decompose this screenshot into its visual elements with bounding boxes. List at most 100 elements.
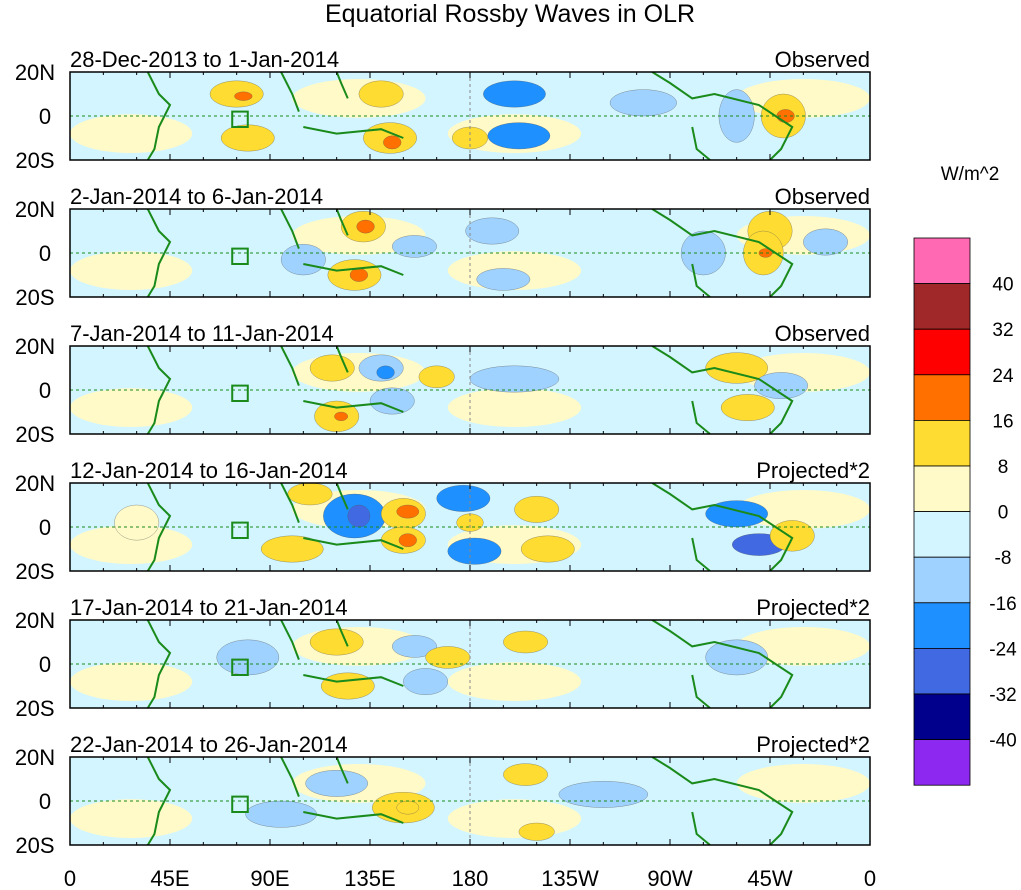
- y-tick-label: 20N: [15, 197, 55, 222]
- anomaly-contour: [487, 122, 551, 150]
- positive-anomaly-band: [70, 799, 193, 838]
- coastline: [146, 620, 172, 708]
- coastline: [651, 757, 794, 845]
- map-panel: 12-Jan-2014 to 16-Jan-2014 Projected*2 20N…: [15, 458, 871, 584]
- y-tick-label: 20S: [15, 559, 54, 584]
- anomaly-contour: [803, 228, 848, 256]
- anomaly-contour: [398, 533, 417, 547]
- colorbar-swatch: [913, 237, 971, 284]
- positive-anomaly-band: [292, 79, 426, 118]
- positive-anomaly-band: [447, 662, 582, 701]
- x-tick-label: 45E: [150, 866, 189, 890]
- anomaly-contour: [396, 504, 420, 519]
- coastline: [146, 209, 172, 297]
- colorbar-swatch: [913, 419, 971, 467]
- y-tick-label: 20S: [15, 696, 54, 721]
- anomaly-contour: [436, 485, 491, 512]
- panel-date-range: 12-Jan-2014 to 16-Jan-2014: [70, 458, 348, 483]
- anomaly-contour: [369, 387, 415, 415]
- anomaly-contour: [514, 496, 560, 523]
- x-tick-label: 0: [864, 866, 876, 890]
- anomaly-contour: [558, 781, 648, 808]
- y-tick-label: 20S: [15, 285, 54, 310]
- positive-anomaly-band: [70, 251, 193, 290]
- map-panel: 17-Jan-2014 to 21-Jan-2014 Projected*2 20N…: [15, 595, 871, 721]
- coastline: [335, 620, 349, 647]
- panel-date-range: 22-Jan-2014 to 26-Jan-2014: [70, 732, 348, 757]
- coastline: [335, 346, 349, 373]
- coastline: [691, 263, 711, 297]
- anomaly-contour: [305, 770, 368, 797]
- colorbar-swatch: [913, 602, 971, 649]
- coastline: [691, 537, 711, 571]
- x-tick-label: 135W: [541, 866, 599, 890]
- y-tick-label: 20N: [15, 471, 55, 496]
- y-tick-label: 0: [39, 652, 51, 677]
- anomaly-contour: [396, 800, 420, 815]
- y-tick-label: 20S: [15, 422, 54, 447]
- colorbar-swatch: [913, 693, 971, 740]
- coastline: [303, 537, 404, 550]
- anomaly-contour: [356, 219, 375, 234]
- anomaly-contour: [392, 635, 437, 658]
- region-box: [231, 247, 249, 266]
- coastline: [691, 811, 711, 845]
- positive-anomaly-band: [70, 662, 193, 701]
- coastline: [280, 757, 300, 797]
- x-tick-label: 90E: [250, 866, 289, 890]
- colorbar-swatch: [913, 328, 971, 376]
- y-tick-label: 20S: [15, 148, 54, 173]
- region-box: [231, 658, 249, 676]
- colorbar-label: -16: [989, 594, 1016, 615]
- region-box: [231, 110, 249, 128]
- anomaly-contour: [309, 354, 355, 382]
- anomaly-contour: [287, 483, 333, 506]
- colorbar-label: 8: [998, 457, 1009, 478]
- colorbar-swatch: [913, 556, 971, 604]
- anomaly-contour: [220, 124, 275, 152]
- anomaly-contour: [609, 89, 677, 117]
- coastline: [146, 72, 172, 160]
- colorbar-swatch: [913, 739, 971, 786]
- y-tick-label: 0: [39, 104, 51, 129]
- anomaly-contour: [347, 504, 371, 528]
- x-tick-label: 45W: [747, 866, 792, 890]
- coastline: [146, 483, 172, 571]
- coastline: [335, 483, 349, 510]
- coastline: [280, 209, 300, 249]
- region-box: [231, 795, 249, 813]
- coastline: [651, 346, 794, 434]
- colorbar-swatch: [913, 283, 971, 330]
- panel-type: Projected*2: [756, 732, 870, 757]
- anomaly-contour: [320, 672, 375, 700]
- anomaly-contour: [769, 520, 815, 552]
- coastline: [651, 483, 794, 571]
- anomaly-contour: [245, 800, 317, 828]
- coastline: [303, 263, 404, 276]
- colorbar-label: 16: [992, 411, 1013, 432]
- coastline: [691, 674, 711, 708]
- x-tick-label: 90W: [647, 866, 692, 890]
- anomaly-contour: [520, 535, 575, 563]
- colorbar-swatch: [913, 511, 971, 558]
- panel-date-range: 17-Jan-2014 to 21-Jan-2014: [70, 595, 348, 620]
- x-tick-label: 180: [452, 866, 489, 890]
- coastline: [146, 346, 172, 434]
- panel-date-range: 2-Jan-2014 to 6-Jan-2014: [70, 184, 323, 209]
- colorbar-label: -32: [989, 685, 1016, 706]
- colorbar-label: 0: [998, 503, 1009, 524]
- positive-anomaly-band: [736, 764, 870, 803]
- anomaly-contour: [503, 763, 548, 786]
- coastline: [280, 72, 300, 112]
- positive-anomaly-band: [447, 799, 582, 838]
- positive-anomaly-band: [70, 525, 193, 564]
- anomaly-contour: [334, 411, 348, 421]
- coastline: [280, 483, 300, 523]
- coastline: [303, 126, 404, 139]
- x-tick-label: 135E: [344, 866, 395, 890]
- coastline: [303, 674, 404, 687]
- positive-anomaly-band: [447, 388, 582, 427]
- colorbar-label: -24: [989, 639, 1017, 660]
- coastline: [303, 400, 404, 413]
- colorbar-label: 24: [992, 366, 1014, 387]
